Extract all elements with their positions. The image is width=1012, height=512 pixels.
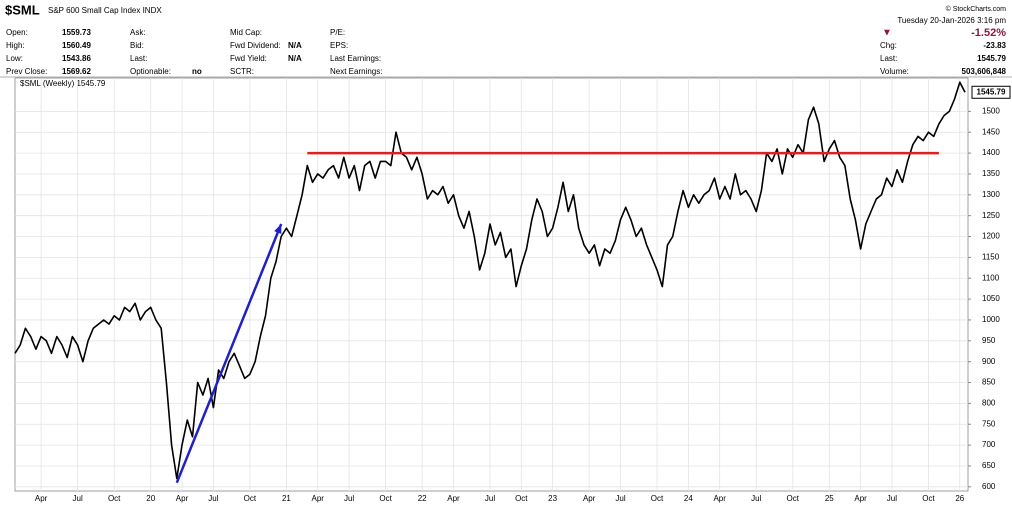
x-tick-label: 24 [684,494,693,503]
field-label: Prev Close: [6,67,47,76]
y-tick-label: 950 [982,336,996,345]
y-tick-label: 1300 [982,190,1000,199]
x-tick-label: Jul [344,494,354,503]
field-label: Next Earnings: [330,67,382,76]
y-tick-label: 1200 [982,232,1000,241]
field-label: Mid Cap: [230,28,262,37]
symbol: $SML [5,2,40,17]
field-label: Bid: [130,41,144,50]
arrow-head [274,224,282,235]
field-value: N/A [288,54,302,63]
field-value: 1545.79 [977,54,1006,63]
x-tick-label: Jul [485,494,495,503]
x-tick-label: Oct [379,494,392,503]
x-tick-label: Oct [787,494,800,503]
x-tick-label: 25 [825,494,834,503]
date: Tuesday 20-Jan-2026 3:16 pm [897,16,1006,25]
credit: © StockCharts.com [946,5,1007,13]
y-tick-label: 750 [982,419,996,428]
y-tick-label: 1000 [982,315,1000,324]
x-tick-label: Apr [447,494,460,503]
y-tick-label: 900 [982,357,996,366]
field-value: 1559.73 [62,28,91,37]
x-tick-label: Oct [515,494,528,503]
x-tick-label: Apr [176,494,189,503]
price-line [14,81,966,480]
y-tick-label: 1100 [982,273,1000,282]
field-value: 1543.86 [62,54,91,63]
x-tick-label: Apr [583,494,596,503]
x-tick-label: Oct [651,494,664,503]
field-value: N/A [288,41,302,50]
x-tick-label: Jul [887,494,897,503]
plot-area [14,77,969,492]
x-tick-label: 20 [146,494,155,503]
y-tick-label: 1500 [982,106,1000,115]
y-tick-label: 650 [982,461,996,470]
change-pct: -1.52% [971,27,1006,39]
y-tick-label: 1250 [982,211,1000,220]
field-value: 1569.62 [62,67,91,76]
field-label: Volume: [880,67,909,76]
field-label: Low: [6,54,23,63]
x-tick-label: 21 [282,494,291,503]
y-tick-label: 1050 [982,294,1000,303]
y-tick-label: 1450 [982,127,1000,136]
field-label: Optionable: [130,67,171,76]
field-label: Fwd Dividend: [230,41,281,50]
x-tick-label: Oct [922,494,935,503]
y-tick-label: 800 [982,399,996,408]
x-tick-label: 26 [955,494,964,503]
field-label: Last: [880,54,897,63]
x-tick-label: Jul [73,494,83,503]
y-tick-label: 850 [982,378,996,387]
legend-entry: $SML (Weekly) 1545.79 [20,79,106,88]
x-tick-label: Jul [751,494,761,503]
x-tick-label: 23 [548,494,557,503]
y-tick-label: 1400 [982,148,1000,157]
x-tick-label: Apr [854,494,867,503]
x-tick-label: Jul [208,494,218,503]
field-label: EPS: [330,41,348,50]
field-label: Open: [6,28,28,37]
field-label: Last Earnings: [330,54,381,63]
x-tick-label: Apr [312,494,325,503]
field-value: no [192,67,202,76]
y-tick-label: 700 [982,440,996,449]
x-tick-label: 22 [418,494,427,503]
field-label: Fwd Yield: [230,54,267,63]
y-tick-label: 1350 [982,169,1000,178]
x-tick-label: Jul [615,494,625,503]
x-tick-label: Apr [35,494,48,503]
field-label: Chg: [880,41,897,50]
field-value: 1560.49 [62,41,91,50]
price-tag-label: 1545.79 [977,87,1006,96]
index-name: S&P 600 Small Cap Index INDX [48,6,162,15]
field-value: 503,606,848 [962,67,1007,76]
field-value: -23.83 [983,41,1006,50]
field-label: High: [6,41,25,50]
trendline [175,223,283,484]
y-tick-label: 600 [982,482,996,491]
x-tick-label: Apr [713,494,726,503]
field-label: P/E: [330,28,345,37]
x-tick-label: Oct [108,494,121,503]
y-tick-label: 1150 [982,252,1000,261]
price-tag-box [971,85,1011,99]
field-label: SCTR: [230,67,254,76]
field-label: Last: [130,54,147,63]
x-tick-label: Oct [244,494,257,503]
field-label: Ask: [130,28,146,37]
change-arrow: ▼ [882,28,892,39]
